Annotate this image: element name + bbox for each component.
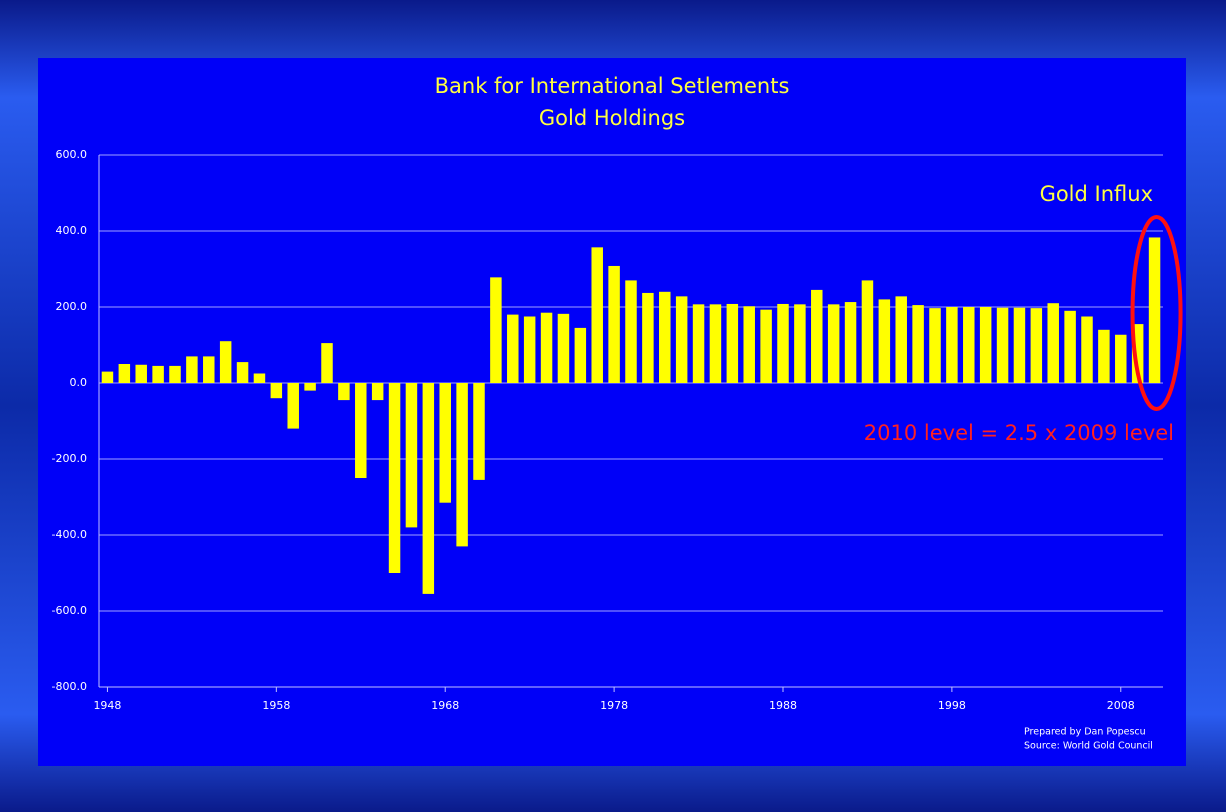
bar: [675, 296, 688, 383]
bar: [507, 314, 519, 383]
bar: [591, 247, 603, 383]
y-tick-label: 400.0: [56, 224, 88, 237]
bar: [1098, 329, 1110, 383]
y-tick-label: 200.0: [56, 300, 88, 313]
bar: [405, 383, 418, 528]
bar: [811, 289, 823, 383]
y-tick-label: -600.0: [52, 604, 87, 617]
bar: [996, 307, 1009, 383]
bar: [338, 383, 350, 401]
x-tick-label: 2008: [1107, 699, 1135, 712]
x-tick-label: 1948: [93, 699, 121, 712]
chart-title: Bank for International Setlements: [435, 74, 790, 98]
x-tick-label: 1958: [262, 699, 290, 712]
bar: [1064, 310, 1076, 383]
bar: [118, 364, 131, 383]
bar: [169, 365, 181, 383]
bar: [152, 365, 164, 383]
bar: [1013, 307, 1026, 383]
bar: [523, 316, 536, 383]
bar: [456, 383, 468, 547]
bar: [371, 383, 384, 401]
highlight-ellipse: [1130, 215, 1183, 411]
bar: [388, 383, 401, 573]
bar: [101, 371, 114, 383]
x-tick-label: 1968: [431, 699, 459, 712]
bar: [304, 383, 316, 391]
bar: [861, 280, 874, 383]
bar: [743, 306, 755, 383]
y-tick-label: 0.0: [70, 376, 88, 389]
bar: [355, 383, 367, 478]
bar: [321, 343, 333, 383]
chart-title: Gold Holdings: [539, 106, 685, 130]
bar: [473, 383, 485, 480]
bar: [963, 307, 975, 383]
x-tick-label: 1988: [769, 699, 797, 712]
annotation: 2010 level = 2.5 x 2009 level: [864, 421, 1174, 445]
bar: [946, 307, 958, 383]
bar: [895, 296, 907, 383]
bar: [236, 362, 249, 383]
chart-panel: [38, 58, 1186, 766]
bar: [253, 373, 266, 383]
bar: [608, 265, 620, 383]
bar: [642, 292, 654, 383]
bar: [1115, 334, 1127, 383]
bar: [135, 364, 147, 383]
bar: [709, 304, 722, 383]
bar: [1131, 324, 1144, 383]
y-tick-label: 600.0: [56, 148, 88, 161]
bar: [557, 313, 570, 383]
annotation: Gold Influx: [1040, 182, 1153, 206]
bar: [219, 341, 232, 383]
annotation: Source: World Gold Council: [1024, 741, 1153, 752]
bar: [929, 308, 941, 383]
bar: [1030, 308, 1043, 383]
bar: [692, 304, 705, 383]
bar: [794, 304, 806, 383]
y-tick-label: -200.0: [52, 452, 87, 465]
bar: [1081, 316, 1093, 383]
bar: [540, 312, 553, 383]
bar: [777, 303, 789, 383]
y-tick-label: -400.0: [52, 528, 87, 541]
x-tick-label: 1998: [938, 699, 966, 712]
bar: [979, 307, 992, 383]
bar: [287, 383, 299, 429]
bar: [439, 383, 451, 503]
bar: [203, 356, 215, 383]
x-tick-label: 1978: [600, 699, 628, 712]
bar: [844, 302, 857, 383]
bar: [1047, 303, 1059, 383]
bar: [490, 277, 502, 383]
bar: [760, 309, 772, 383]
bar: [659, 291, 671, 383]
bar: [878, 299, 891, 383]
annotation: Prepared by Dan Popescu: [1024, 727, 1146, 738]
bar: [270, 383, 283, 399]
bar: [912, 305, 924, 383]
bar: [574, 327, 587, 383]
bar: [422, 383, 435, 594]
bar: [625, 280, 637, 383]
bar: [827, 304, 840, 383]
bar: [186, 356, 198, 383]
y-tick-label: -800.0: [52, 680, 87, 693]
bar: [726, 303, 739, 383]
bar: [1148, 237, 1161, 383]
